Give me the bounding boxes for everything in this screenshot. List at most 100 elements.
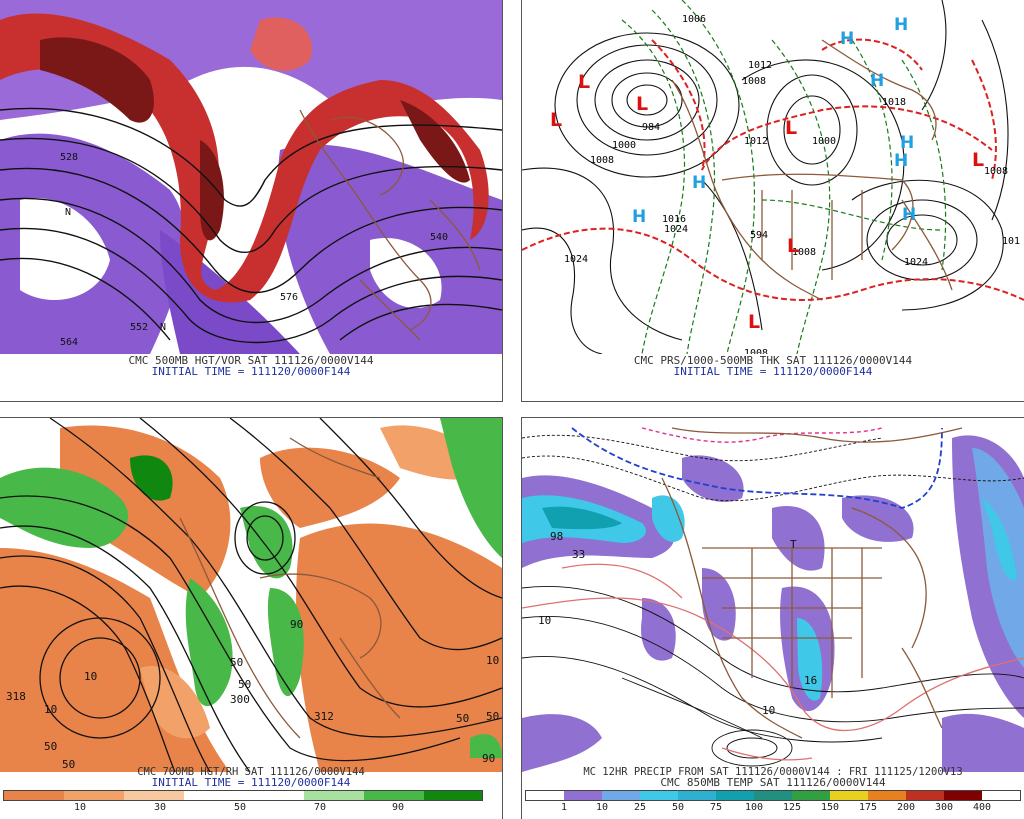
colorbar-tick: 50 [233,802,247,813]
map-label: 540 [430,232,448,243]
low-pressure-marker: L [787,235,799,257]
colorbar-tick: 25 [633,802,647,813]
high-pressure-marker: H [900,133,914,153]
isobar-label: 1008 [744,348,768,354]
low-pressure-marker: L [578,71,590,93]
contour-label: 312 [314,710,334,723]
map-sea-level-pressure: 1006 1008 1000 1008 1012 1000 1024 1024 … [522,0,1024,354]
map-label: 576 [280,292,298,303]
colorbar-tick: 10 [595,802,609,813]
contour-label: 50 [62,758,75,771]
panel-title: CMC 700MB HGT/RH SAT 111126/0000V144 [137,766,365,778]
colorbar-swatch [424,791,482,800]
contour-label: 10 [486,654,499,667]
low-pressure-marker: L [636,93,648,115]
map-label: N [65,207,71,218]
panel-500mb-hgt-vor: 576 528 540 552 564 N N CMC 500MB HGT/VO… [0,0,503,402]
colorbar-tick: 200 [896,802,916,813]
isobar-label: 984 [642,122,660,133]
contour-label: T [790,538,797,551]
panel-title: CMC 500MB HGT/VOR SAT 111126/0000V144 [128,354,374,367]
low-pressure-marker: L [550,109,562,131]
colorbar-swatch [4,791,64,800]
rh-colorbar: 10 30 50 70 90 [3,790,483,819]
map-label: N [160,322,166,333]
contour-label: 90 [482,752,495,765]
precip-colorbar: 1 10 25 50 75 100 125 150 175 200 300 40… [525,790,1021,819]
colorbar-swatch [602,791,640,800]
colorbar-swatch [906,791,944,800]
high-pressure-marker: H [632,207,646,227]
isobar-label: 1012 [744,136,768,147]
low-pressure-marker: L [785,117,797,139]
contour-label: 16 [804,674,817,687]
map-label: 528 [60,152,78,163]
colorbar-swatch [124,791,184,800]
map-precipitation: 98 33 10 16 T 10 [522,418,1024,772]
colorbar-swatch [754,791,792,800]
colorbar-swatch [64,791,124,800]
colorbar-swatch [982,791,1020,800]
contour-label: 50 [238,678,251,691]
panel-title: MC 12HR PRECIP FROM SAT 111126/0000V144 … [583,766,963,778]
colorbar-swatch [792,791,830,800]
map-label: 564 [60,337,78,348]
contour-label: 10 [84,670,97,683]
panel-subtitle: CMC 850MB TEMP SAT 111126/0000V144 [660,776,886,789]
contour-label: 10 [762,704,775,717]
high-pressure-marker: H [870,71,884,91]
low-pressure-marker: L [972,149,984,171]
contour-label: 318 [6,690,26,703]
colorbar-tick: 150 [820,802,840,813]
isobar-label: 1008 [792,247,816,258]
initial-time: INITIAL TIME = 111120/0000F144 [151,365,351,378]
panel-title: CMC PRS/1000-500MB THK SAT 111126/0000V1… [633,354,913,367]
colorbar-swatch [716,791,754,800]
colorbar-tick: 1 [560,802,568,813]
isobar-label: 1024 [904,257,928,268]
colorbar-tick: 300 [934,802,954,813]
colorbar-swatch [244,791,304,800]
colorbar-tick: 75 [709,802,723,813]
isobar-label: 1024 [564,254,588,265]
colorbar-tick: 125 [782,802,802,813]
contour-label: 50 [456,712,469,725]
contour-label: 90 [290,618,303,631]
isobar-label: 1016 [662,214,686,225]
initial-time: INITIAL TIME = 111120/0000F144 [151,776,351,789]
contour-label: 10 [538,614,551,627]
colorbar-tick: 30 [153,802,167,813]
contour-label: 98 [550,530,563,543]
isobar-label: 1018 [882,97,906,108]
contour-label: 33 [572,548,585,561]
isobar-label: 1000 [612,140,636,151]
colorbar-tick: 90 [391,802,405,813]
high-pressure-marker: H [902,205,916,225]
map-500mb-vorticity: 576 528 540 552 564 N N [0,0,502,354]
colorbar-swatch [184,791,244,800]
colorbar-swatch [364,791,424,800]
contour-label: 50 [44,740,57,753]
panel-pressure-thickness: 1006 1008 1000 1008 1012 1000 1024 1024 … [521,0,1024,402]
map-700mb-humidity: 10 10 318 50 50 50 90 312 50 10 50 90 30… [0,418,502,772]
isobar-label: 1008 [742,76,766,87]
isobar-label: 1008 [590,155,614,166]
colorbar-swatch [304,791,364,800]
isobar-label: 1006 [682,14,706,25]
colorbar-tick: 50 [671,802,685,813]
map-label: 552 [130,322,148,333]
high-pressure-marker: H [894,151,908,171]
isobar-label: 1000 [812,136,836,147]
high-pressure-marker: H [894,15,908,35]
contour-label: 10 [44,703,57,716]
colorbar-tick: 10 [73,802,87,813]
isobar-label: 594 [750,230,768,241]
isobar-label: 1008 [984,166,1008,177]
high-pressure-marker: H [840,29,854,49]
colorbar-tick: 70 [313,802,327,813]
contour-label: 300 [230,693,250,706]
panel-700mb-hgt-rh: 10 10 318 50 50 50 90 312 50 10 50 90 30… [0,417,503,819]
colorbar-tick: 100 [744,802,764,813]
isobar-label: 101 [1002,236,1020,247]
colorbar-tick: 175 [858,802,878,813]
